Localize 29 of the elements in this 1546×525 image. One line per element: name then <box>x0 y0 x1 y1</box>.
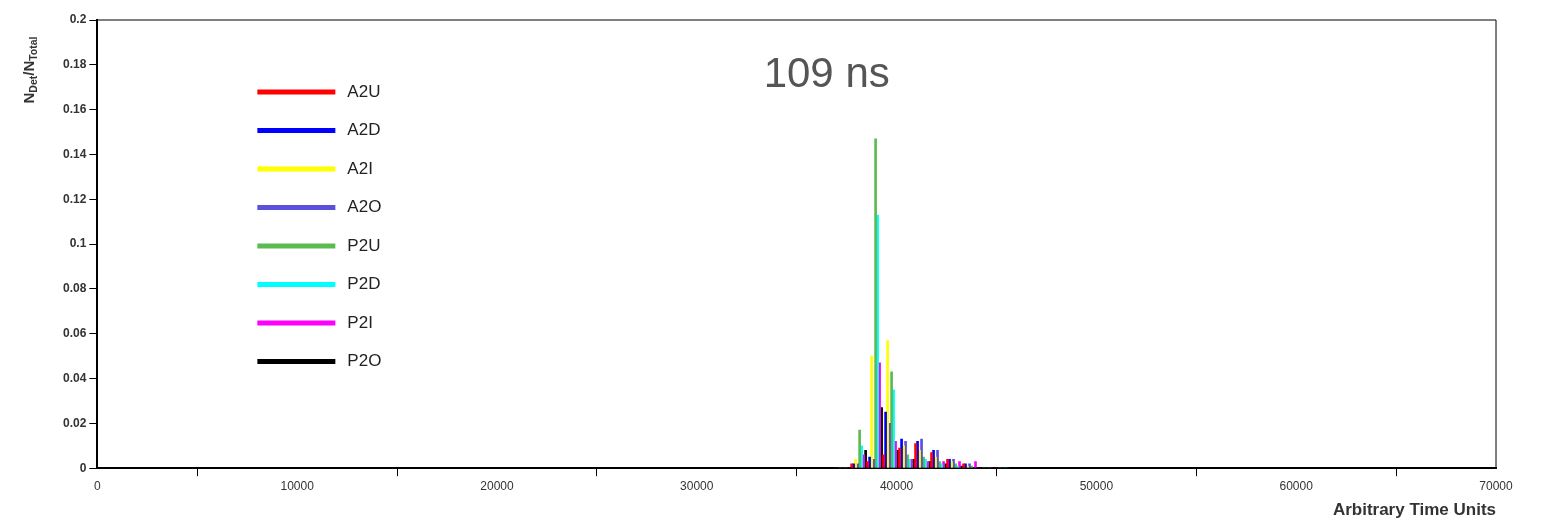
y-tick-label: 0 <box>79 460 87 475</box>
y-tick-label: 0.2 <box>69 12 87 27</box>
x-tick-label: 60000 <box>1279 478 1314 493</box>
x-tick-label: 70000 <box>1479 478 1514 493</box>
legend-label: A2O <box>347 197 382 217</box>
y-tick-label: 0.02 <box>63 415 87 430</box>
legend-label: P2I <box>347 312 373 332</box>
legend-label: A2U <box>347 81 381 101</box>
y-tick-label: 0.08 <box>63 281 87 296</box>
legend-label: P2D <box>347 274 381 294</box>
legend-label: A2I <box>347 158 373 178</box>
y-tick-label: 0.16 <box>63 101 87 116</box>
y-tick-label: 0.04 <box>63 370 87 385</box>
x-tick-label: 30000 <box>680 478 714 493</box>
y-tick-label: 0.06 <box>63 326 87 341</box>
legend-label: A2D <box>347 120 381 140</box>
x-axis-title: Arbitrary Time Units <box>1332 500 1496 520</box>
annotation: 109 ns <box>763 48 890 96</box>
y-tick-label: 0.12 <box>63 191 87 206</box>
x-tick-label: 50000 <box>1079 478 1114 493</box>
x-tick-label: 0 <box>94 478 102 493</box>
y-tick-label: 0.18 <box>63 57 87 72</box>
x-tick-label: 40000 <box>879 478 914 493</box>
y-tick-label: 0.14 <box>63 146 87 161</box>
legend-label: P2O <box>347 351 382 371</box>
x-tick-label: 10000 <box>280 478 315 493</box>
x-tick-label: 20000 <box>480 478 514 493</box>
legend-label: P2U <box>347 235 381 255</box>
y-tick-label: 0.1 <box>69 236 87 251</box>
